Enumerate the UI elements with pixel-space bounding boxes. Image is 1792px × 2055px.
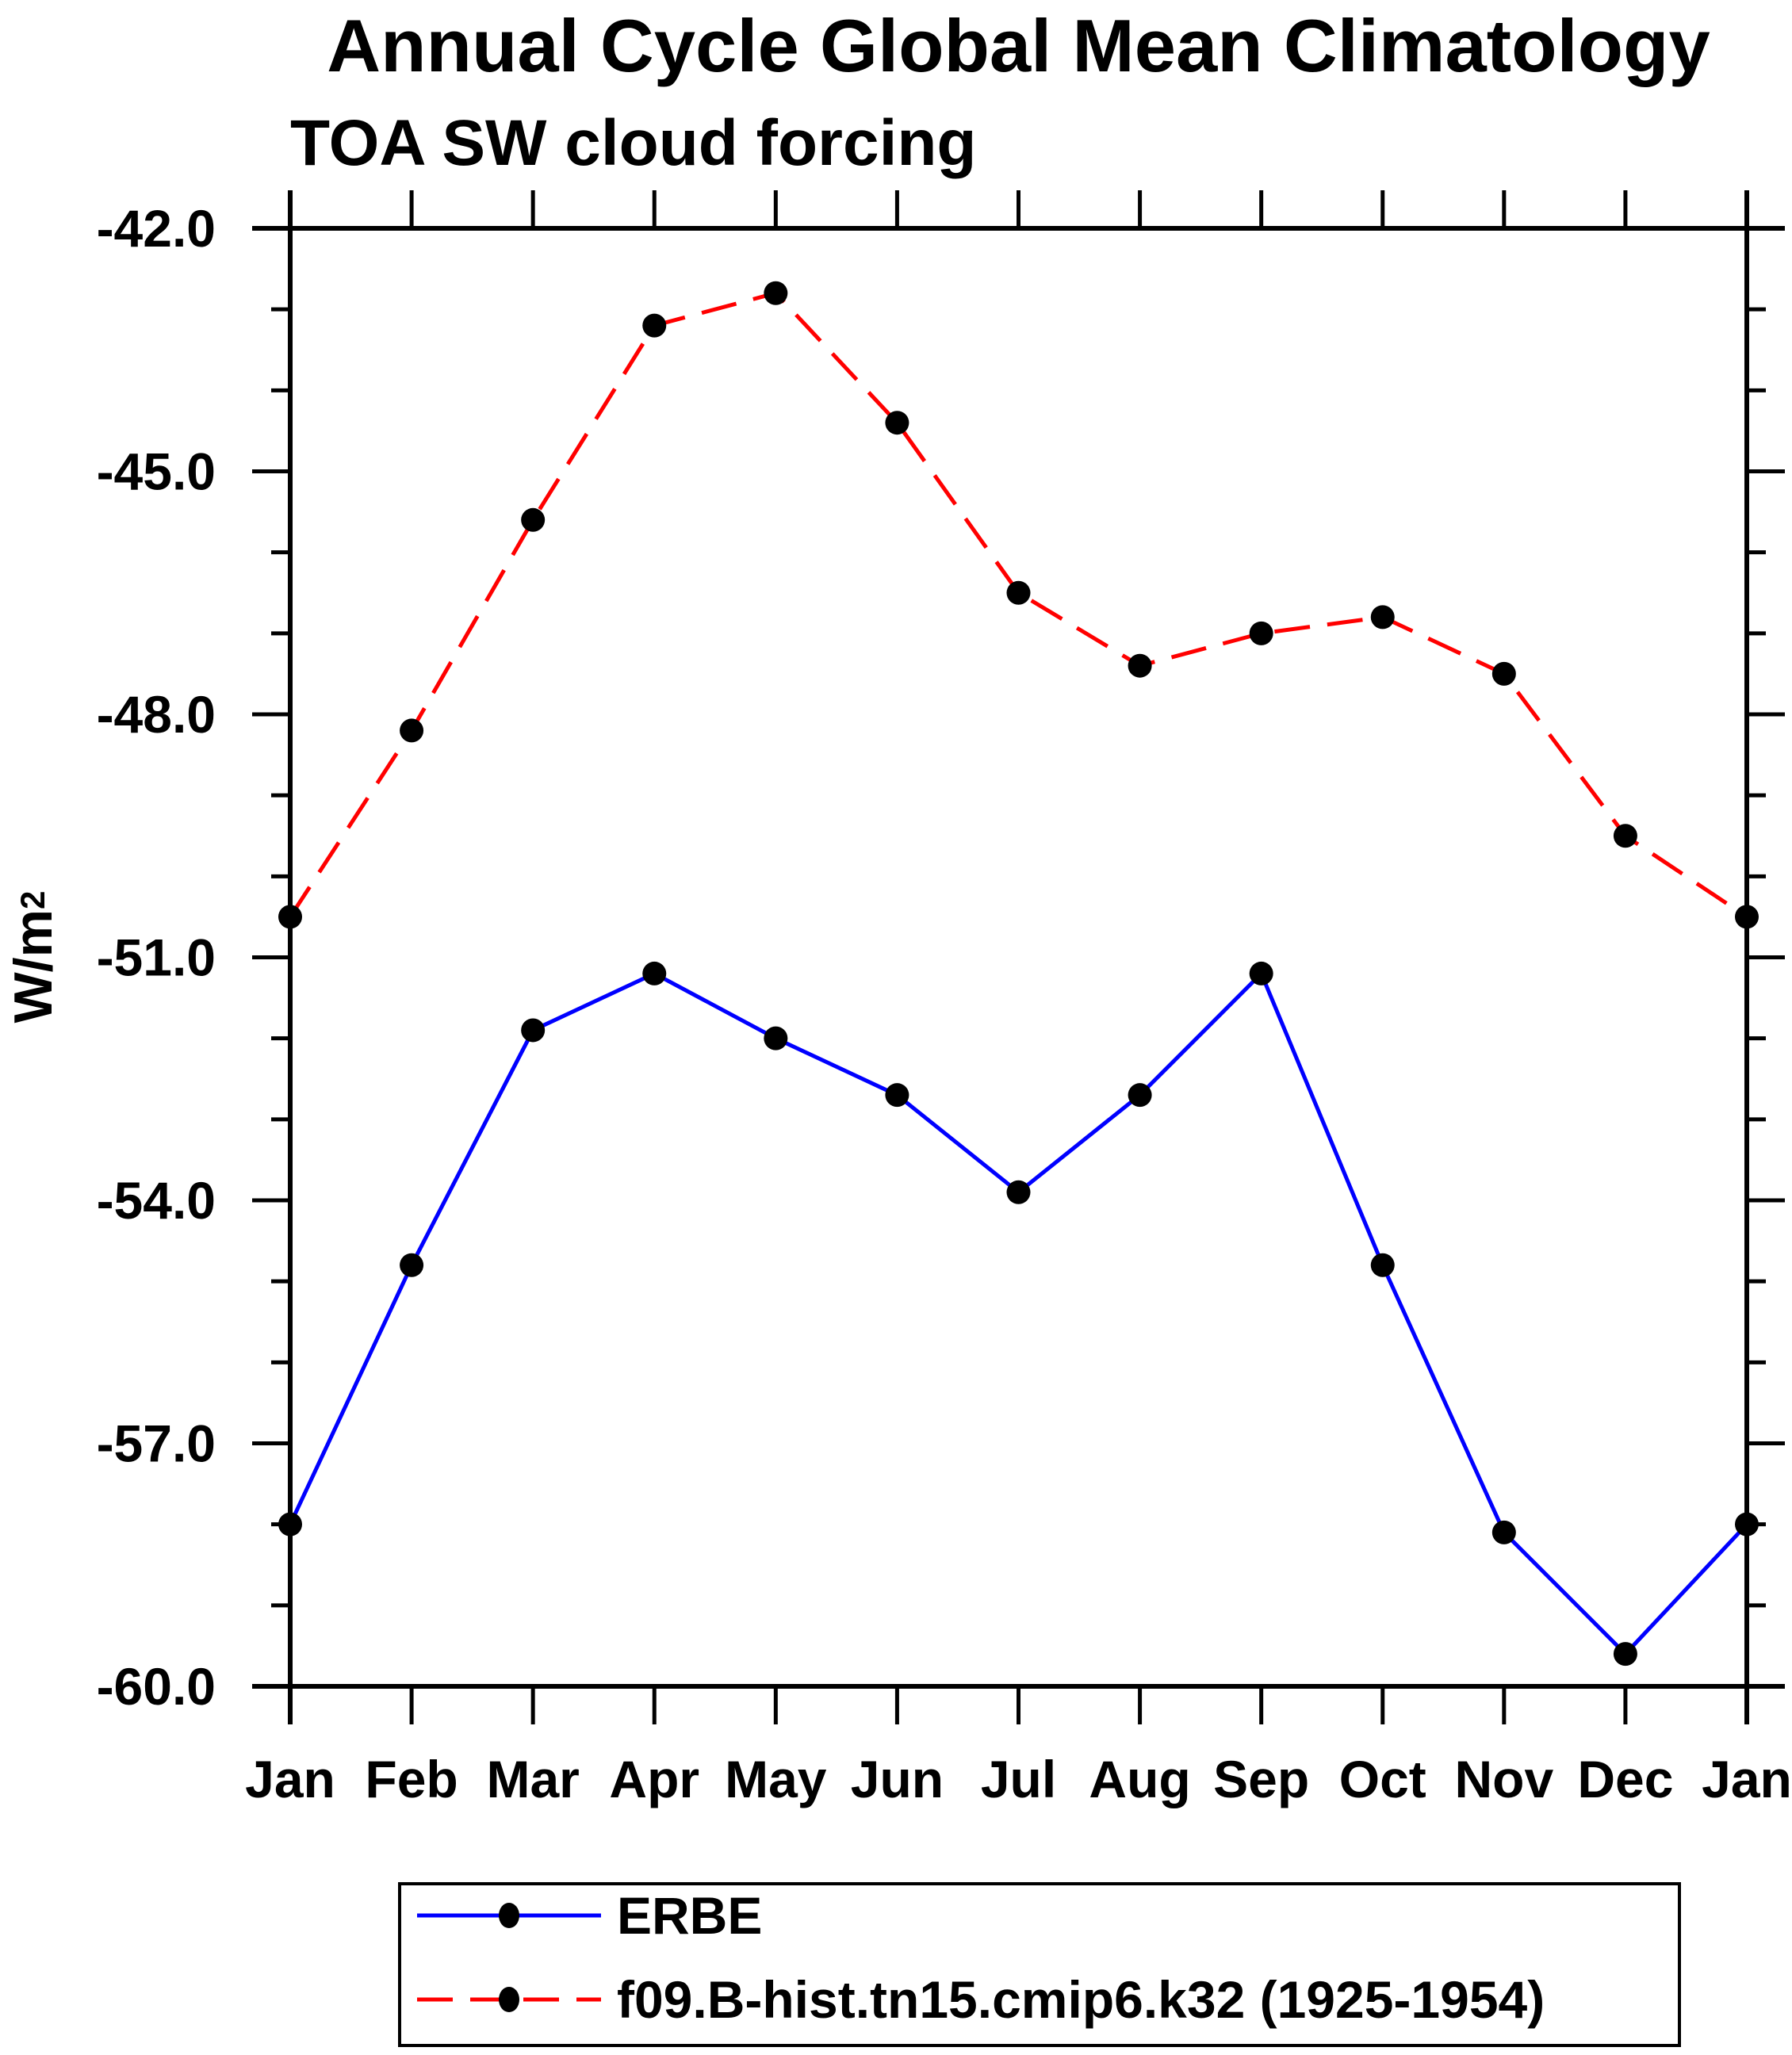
data-point-marker [1370,1253,1395,1277]
data-point-marker [1249,621,1273,645]
data-point-marker [1491,1520,1516,1544]
data-point-marker [764,1026,788,1050]
x-tick-label: Oct [1339,1750,1426,1808]
x-tick-label: Feb [365,1750,458,1808]
data-point-marker [1128,653,1152,678]
legend-line-sample-erbe [417,1903,601,1928]
x-tick-label: Jun [851,1750,944,1808]
y-tick-label: -48.0 [97,685,216,744]
data-point-marker [1613,824,1637,848]
legend-marker-erbe-icon [499,1903,519,1928]
data-point-marker [1735,1512,1759,1536]
data-point-marker [642,961,667,985]
legend-item-erbe: ERBE [411,1886,762,1945]
data-point-marker [1249,961,1273,985]
y-tick-label: -57.0 [97,1414,216,1473]
x-tick-label: May [725,1750,827,1808]
data-point-marker [885,1083,909,1108]
legend-item-model: f09.B-hist.tn15.cmip6.k32 (1925-1954) [411,1970,1545,2029]
chart-title: Annual Cycle Global Mean Climatology [327,4,1710,87]
data-point-marker [642,313,667,338]
legend-label-model: f09.B-hist.tn15.cmip6.k32 (1925-1954) [617,1970,1545,2029]
x-tick-label: Dec [1577,1750,1673,1808]
legend-line-sample-model [417,1987,601,2012]
model-line [288,290,1748,919]
data-point-marker [764,281,788,305]
data-point-marker [885,411,909,435]
legend: ERBE f09.B-hist.tn15.cmip6.k32 (1925-195… [398,1882,1681,2047]
x-tick-label: Jan [1702,1750,1792,1808]
x-tick-label: Sep [1213,1750,1309,1808]
data-point-marker [521,507,546,532]
data-point-marker [400,718,424,743]
data-point-marker [1006,580,1031,605]
data-point-marker [400,1253,424,1277]
x-tick-label: Jan [245,1750,335,1808]
data-point-marker [1006,1180,1031,1204]
legend-marker-model-icon [499,1987,519,2012]
y-tick-label: -42.0 [97,199,216,258]
data-point-marker [1491,661,1516,686]
data-point-marker [1735,905,1759,929]
data-point-marker [1613,1642,1637,1667]
data-point-marker [521,1018,546,1043]
data-point-marker [1128,1083,1152,1108]
legend-label-erbe: ERBE [617,1886,763,1945]
x-tick-label: Mar [486,1750,579,1808]
chart-subtitle: TOA SW cloud forcing [290,107,977,179]
y-tick-label: -51.0 [97,928,216,987]
x-tick-label: Nov [1454,1750,1553,1808]
y-tick-label: -54.0 [97,1171,216,1230]
data-point-marker [278,1512,302,1536]
x-tick-label: Aug [1089,1750,1190,1808]
y-tick-label: -45.0 [97,442,216,501]
data-point-marker [1370,605,1395,630]
y-tick-label: -60.0 [97,1657,216,1716]
x-tick-label: Jul [981,1750,1056,1808]
data-point-marker [278,905,302,929]
erbe-line [288,970,1748,1657]
x-tick-label: Apr [609,1750,699,1808]
